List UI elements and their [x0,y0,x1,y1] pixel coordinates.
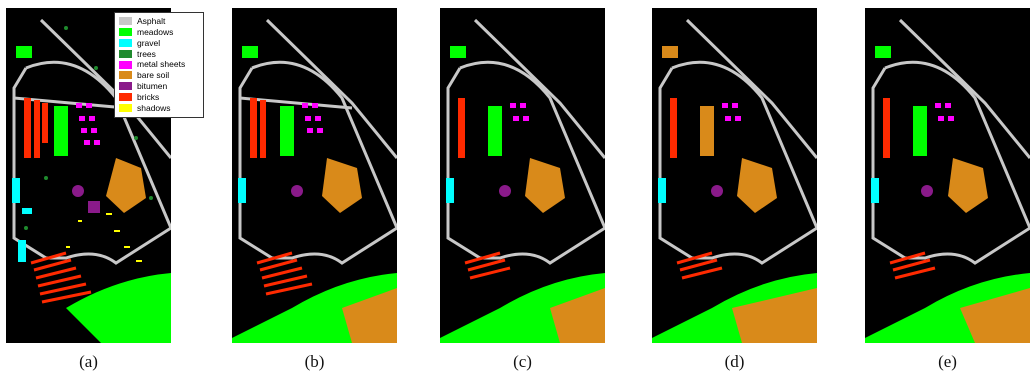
legend-item-bare-soil: bare soil [119,70,199,81]
caption-b: (b) [304,352,325,371]
legend-label: trees [137,48,156,59]
caption-a: (a) [79,352,98,371]
classification-map-b [232,8,397,343]
legend-swatch [119,82,132,91]
legend-swatch [119,49,132,58]
legend-label: bare soil [137,70,170,81]
legend-label: bitumen [137,80,168,91]
map-c-image [440,18,605,343]
legend-label: metal sheets [137,59,186,70]
classification-map-d [652,8,817,343]
legend-item-asphalt: Asphalt [119,16,199,27]
legend-item-bitumen: bitumen [119,81,199,92]
legend-item-gravel: gravel [119,38,199,49]
legend-label: Asphalt [137,16,166,27]
legend-item-trees: trees [119,48,199,59]
legend-label: bricks [137,91,160,102]
caption-c: (c) [513,352,532,371]
legend-item-shadows: shadows [119,102,199,113]
legend-label: meadows [137,26,174,37]
map-d-image [652,18,817,343]
legend-swatch [119,60,132,69]
caption-d: (d) [724,352,745,371]
legend-swatch [119,38,132,47]
caption-e: (e) [938,352,957,371]
legend-swatch [119,103,132,112]
map-e-image [865,18,1030,343]
legend-item-metal-sheets: metal sheets [119,59,199,70]
legend-swatch [119,28,132,37]
legend-item-bricks: bricks [119,92,199,103]
map-b-image [232,18,397,343]
legend-swatch [119,92,132,101]
class-legend: Asphalt meadows gravel trees metal sheet… [114,12,204,118]
classification-map-e [865,8,1030,343]
legend-label: shadows [137,102,171,113]
legend-item-meadows: meadows [119,27,199,38]
legend-swatch [119,71,132,80]
classification-map-c [440,8,605,343]
legend-swatch [119,17,132,26]
legend-label: gravel [137,37,161,48]
